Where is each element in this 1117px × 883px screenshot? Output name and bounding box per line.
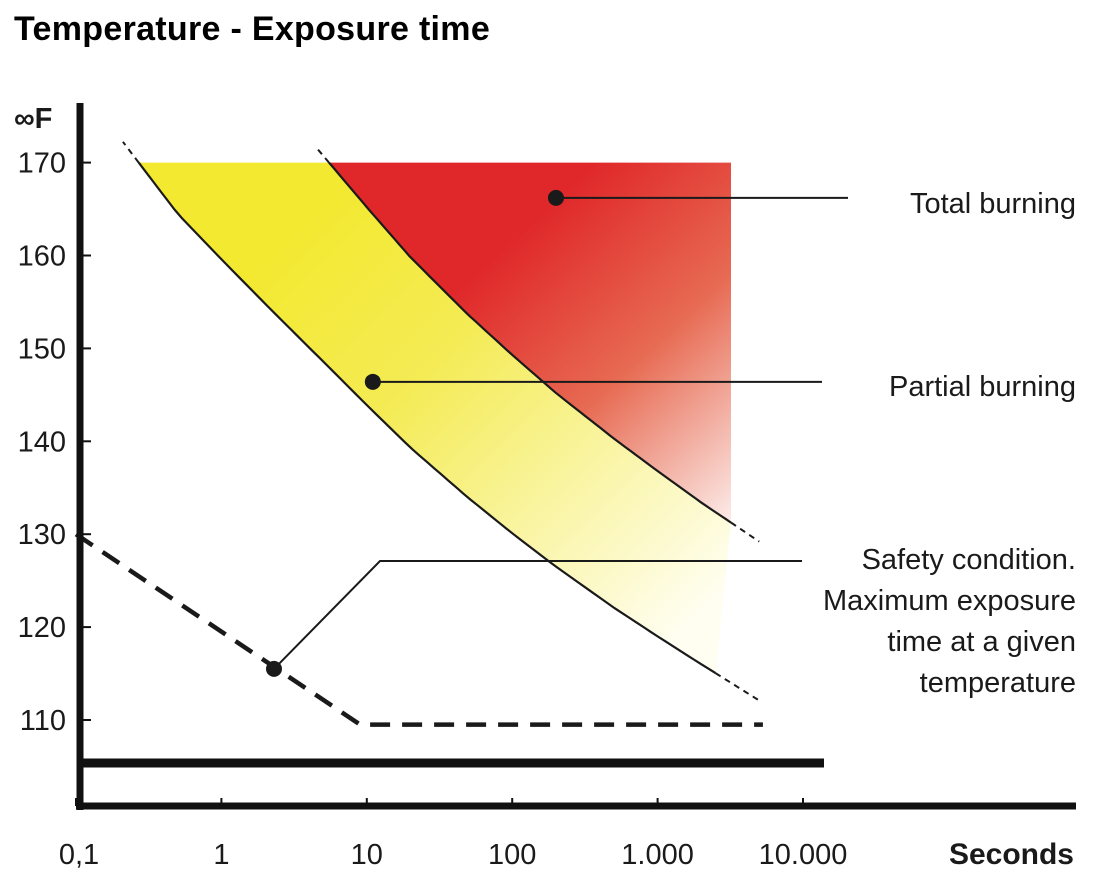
safety-condition-label-line: Safety condition. [862,544,1076,576]
region-total-burning [329,162,731,523]
safety-condition-marker [265,660,282,677]
x-tick-label: 1 [213,839,229,871]
safety-condition-label-line: time at a given [887,626,1076,658]
partial-burning-curve [137,161,717,675]
y-tick-label: 130 [18,519,66,551]
safety-condition-label-line: temperature [920,667,1076,699]
y-tick-label: 150 [18,333,66,365]
y-ticks-layer: 110 120 130 140 150 160 170 [18,148,91,737]
total-burning-curve-extension-bottom [730,521,760,543]
y-tick-label: 110 [20,705,66,737]
y-tick-label: 170 [18,148,66,180]
chart-title: Temperature - Exposure time [14,10,491,48]
total-burning-curve-extension-top [314,145,330,164]
x-ticks-layer: 0,1 1 10 100 1.000 10.000 [59,798,848,871]
x-tick-label: 10 [351,839,383,871]
x-tick-label: 100 [488,839,536,871]
x-tick-label: 0,1 [59,839,99,871]
partial-burning-curve-extension-top [122,141,140,164]
region-partial-burning [138,162,731,674]
partial-burning-marker [364,373,381,390]
total-burning-label: Total burning [910,188,1076,220]
partial-burning-curve-extension-bottom [714,672,760,702]
x-tick-label: 1.000 [621,839,694,871]
curves-layer [74,141,763,727]
y-tick-label: 160 [18,241,66,273]
total-burning-marker [547,189,564,206]
x-axis-label: Seconds [949,838,1074,871]
x-tick-label: 10.000 [759,839,848,871]
safety-condition-label-line: Maximum exposure [823,585,1076,617]
y-axis-unit-label: ∞F [14,103,52,135]
regions-layer [138,162,731,674]
safety-condition-leader [273,560,802,670]
y-tick-label: 140 [18,426,66,458]
total-burning-curve [328,161,732,524]
safety-condition-line [74,532,763,727]
partial-burning-label: Partial burning [889,371,1076,403]
y-tick-label: 120 [18,612,66,644]
annotations-layer: Total burning Partial burning Safety condi… [265,188,1076,699]
